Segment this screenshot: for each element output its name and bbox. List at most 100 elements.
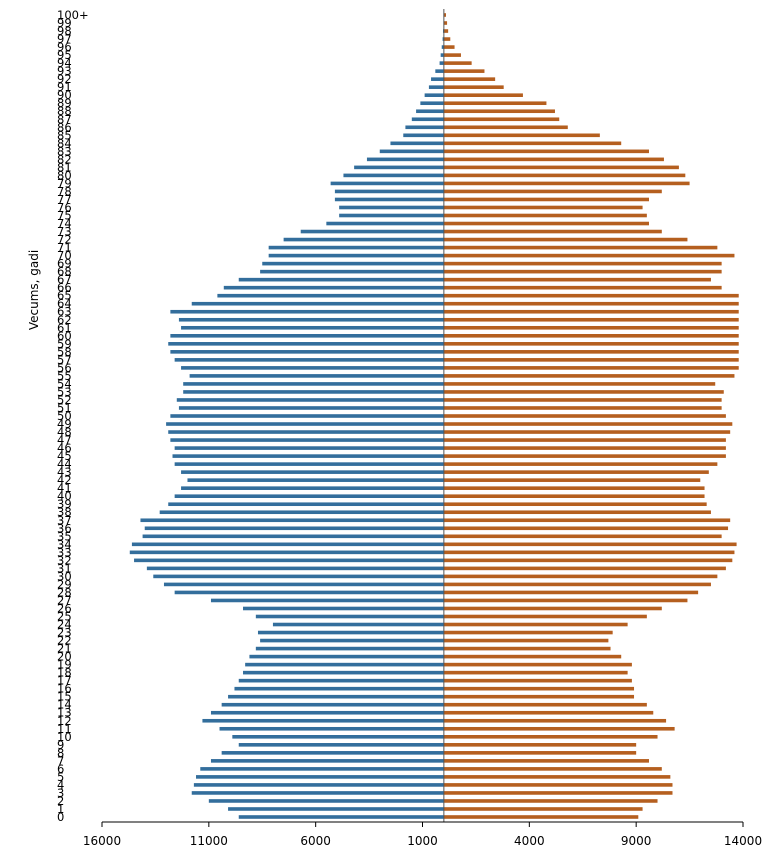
age-label: 81	[57, 160, 72, 174]
age-label: 65	[57, 289, 72, 303]
male-bar-64	[191, 301, 444, 306]
male-bar-53	[183, 390, 444, 394]
female-bar-66	[443, 285, 722, 290]
male-bar-18	[243, 670, 444, 675]
female-bar-98	[443, 29, 449, 33]
female-bar-53	[443, 390, 724, 394]
age-label: 24	[57, 618, 72, 632]
male-bar-89	[420, 101, 444, 106]
male-bar-6	[200, 767, 444, 771]
female-bar-91	[443, 85, 504, 89]
age-label: 58	[57, 345, 72, 359]
age-label: 8	[57, 746, 64, 760]
age-label: 70	[57, 249, 72, 263]
age-label: 42	[57, 473, 72, 487]
age-label: 29	[57, 577, 72, 591]
age-label: 36	[57, 521, 72, 535]
female-bar-46	[443, 446, 726, 450]
male-bar-13	[210, 710, 444, 715]
female-bar-27	[443, 598, 688, 603]
female-bar-47	[443, 438, 726, 442]
x-tick-label: 9000	[621, 834, 652, 848]
female-bar-51	[443, 406, 722, 410]
age-label: 99	[57, 16, 72, 30]
age-label: 6	[57, 762, 64, 776]
female-bar-34	[443, 542, 737, 547]
male-bar-94	[439, 61, 444, 65]
age-label: 71	[57, 241, 72, 255]
male-bar-63	[170, 309, 444, 314]
male-bar-73	[300, 229, 444, 234]
male-bar-14	[221, 702, 444, 707]
age-label: 69	[57, 257, 72, 271]
male-bar-5	[196, 775, 444, 779]
age-label: 53	[57, 385, 72, 399]
x-tick-label: 11000	[190, 834, 228, 848]
male-bar-84	[390, 141, 444, 146]
age-label: 9	[57, 738, 64, 752]
female-bar-23	[443, 630, 613, 635]
female-bar-55	[443, 374, 735, 378]
male-bar-91	[428, 85, 444, 89]
age-label: 88	[57, 104, 72, 118]
male-bar-22	[260, 638, 444, 643]
female-bar-1	[443, 807, 643, 811]
age-label: 7	[57, 754, 64, 768]
female-bar-81	[443, 165, 679, 170]
male-bar-38	[159, 510, 444, 515]
age-label: 16	[57, 682, 72, 696]
age-label: 95	[57, 48, 72, 62]
male-bar-35	[142, 534, 444, 539]
female-bar-12	[443, 718, 667, 723]
female-bar-85	[443, 133, 600, 138]
age-label: 86	[57, 120, 72, 134]
age-label: 73	[57, 225, 72, 239]
age-label: 14	[57, 698, 72, 712]
male-bar-45	[172, 454, 444, 458]
male-bar-10	[232, 735, 444, 739]
male-bar-60	[170, 334, 444, 338]
age-label: 67	[57, 273, 72, 287]
age-label: 25	[57, 610, 72, 624]
age-label: 93	[57, 64, 72, 78]
female-bar-57	[443, 358, 739, 362]
female-bar-86	[443, 125, 568, 130]
female-bar-13	[443, 710, 654, 715]
male-bar-41	[181, 486, 444, 490]
age-label: 51	[57, 401, 72, 415]
female-bar-22	[443, 638, 609, 643]
female-bar-52	[443, 398, 722, 402]
male-bar-31	[146, 566, 444, 571]
age-label: 84	[57, 136, 72, 150]
male-bar-80	[343, 173, 444, 178]
age-label: 94	[57, 56, 72, 70]
male-bar-62	[178, 317, 444, 322]
female-bar-94	[443, 61, 472, 65]
female-bar-58	[443, 350, 739, 354]
age-label: 21	[57, 642, 72, 656]
male-bar-3	[191, 791, 444, 795]
age-label: 98	[57, 24, 72, 38]
male-bar-57	[174, 358, 444, 362]
female-bar-29	[443, 582, 711, 587]
age-label: 30	[57, 569, 72, 583]
female-bar-92	[443, 77, 496, 81]
age-label: 82	[57, 152, 72, 166]
age-label: 39	[57, 497, 72, 511]
male-bar-42	[187, 478, 444, 482]
male-bar-2	[208, 799, 444, 803]
age-label: 63	[57, 305, 72, 319]
female-bar-8	[443, 751, 637, 755]
age-label: 45	[57, 449, 72, 463]
male-bar-29	[163, 582, 444, 587]
male-bar-36	[144, 526, 444, 531]
age-label: 19	[57, 658, 72, 672]
female-bar-4	[443, 783, 673, 787]
male-bar-54	[183, 382, 444, 386]
age-label: 13	[57, 706, 72, 720]
male-bar-24	[272, 622, 444, 627]
age-label: 96	[57, 40, 72, 54]
age-label: 90	[57, 88, 72, 102]
male-bar-49	[166, 422, 444, 426]
